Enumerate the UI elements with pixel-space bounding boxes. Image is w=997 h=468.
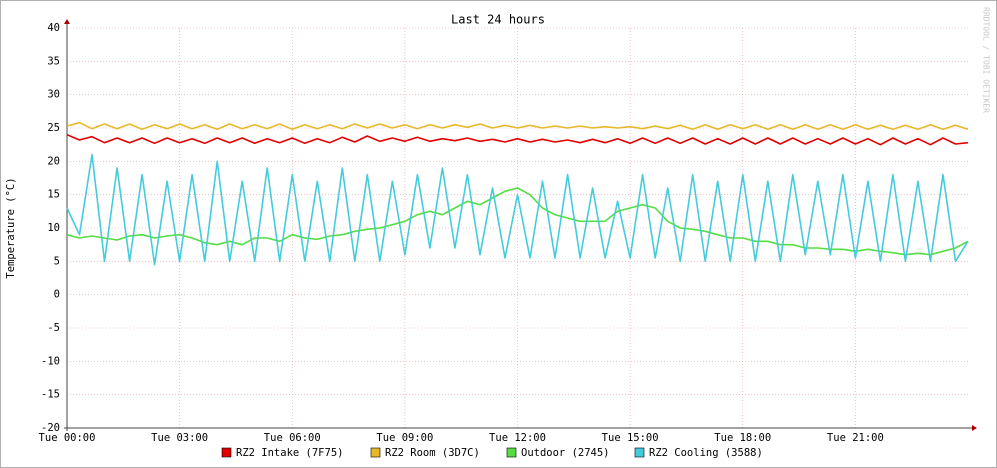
y-tick-label: 40 [47,22,60,34]
y-tick-label: 25 [47,122,60,134]
legend-label: RZ2 Room (3D7C) [385,447,480,459]
series-line [66,121,969,131]
y-tick-label: 20 [47,155,60,167]
x-tick-label: Tue 09:00 [376,432,433,444]
legend-label: Outdoor (2745) [521,447,610,459]
y-axis-label: Temperature (°C) [5,177,17,278]
legend-swatch [506,447,517,458]
legend-swatch [370,447,381,458]
watermark: RRDTOOL / TOBI OETIKER [982,7,991,113]
y-tick-label: -10 [41,355,60,367]
series-line [66,187,969,256]
legend-label: RZ2 Cooling (3588) [649,447,763,459]
y-tick-label: -20 [41,422,60,434]
y-tick-label: 10 [47,222,60,234]
legend-swatch [221,447,232,458]
y-tick-label: 15 [47,189,60,201]
y-tick-label: 5 [54,255,60,267]
y-tick-label: -5 [47,322,60,334]
series-line [66,133,969,146]
x-tick-label: Tue 03:00 [151,432,208,444]
x-tick-label: Tue 00:00 [39,432,96,444]
x-tick-label: Tue 12:00 [489,432,546,444]
y-tick-label: 35 [47,55,60,67]
y-tick-label: -15 [41,389,60,401]
axis-arrow [64,19,70,24]
legend-label: RZ2 Intake (7F75) [236,447,343,459]
x-tick-label: Tue 21:00 [827,432,884,444]
axis-arrow [972,425,977,431]
chart-title: Last 24 hours [451,13,545,27]
y-tick-label: 30 [47,89,60,101]
y-tick-label: 0 [54,289,60,301]
x-tick-label: Tue 18:00 [714,432,771,444]
x-tick-label: Tue 15:00 [602,432,659,444]
x-tick-label: Tue 06:00 [264,432,321,444]
series-line [66,153,969,266]
legend-swatch [634,447,645,458]
